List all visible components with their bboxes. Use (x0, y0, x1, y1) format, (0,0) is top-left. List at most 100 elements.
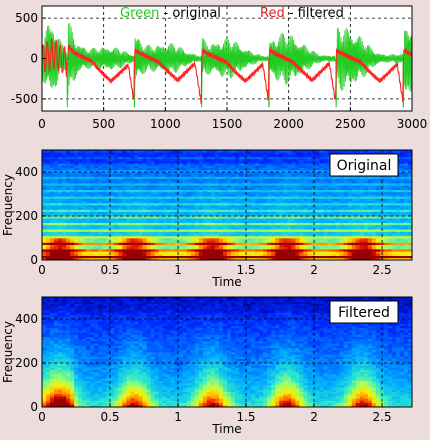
heatmap-cell (227, 249, 232, 252)
heatmap-cell (98, 235, 103, 239)
heatmap-cell (174, 191, 180, 195)
heatmap-cell (367, 183, 373, 186)
heatmap-cell (74, 196, 79, 199)
heatmap-cell (387, 242, 393, 245)
heatmap-cell (198, 251, 204, 254)
heatmap-cell (130, 257, 135, 261)
heatmap-cell (315, 229, 320, 232)
heatmap-cell (210, 161, 216, 164)
heatmap-cell (150, 238, 156, 241)
heatmap-cell (206, 207, 212, 210)
heatmap-cell (363, 216, 369, 219)
heatmap-cell (287, 161, 292, 164)
heatmap-cell (359, 235, 365, 239)
heatmap-cell (214, 152, 220, 155)
heatmap-cell (359, 198, 365, 201)
heatmap-cell (106, 211, 111, 215)
heatmap-cell (194, 200, 200, 204)
heatmap-cell (210, 165, 216, 168)
heatmap-cell (170, 209, 176, 212)
heatmap-cell (50, 156, 55, 160)
heatmap-cell (295, 152, 300, 155)
heatmap-cell (78, 161, 83, 164)
heatmap-cell (142, 229, 147, 232)
heatmap-cell (82, 249, 87, 252)
heatmap-cell (110, 242, 115, 245)
heatmap-cell (222, 255, 228, 259)
heatmap-cell (299, 213, 304, 217)
heatmap-cell (307, 220, 312, 223)
heatmap-cell (255, 194, 260, 197)
heatmap-cell (375, 200, 381, 204)
heatmap-cell (291, 222, 296, 226)
heatmap-cell (383, 183, 389, 186)
heatmap-cell (142, 251, 147, 254)
heatmap-cell (58, 211, 63, 215)
heatmap-cell (166, 244, 172, 248)
heatmap-cell (299, 169, 304, 173)
heatmap-cell (218, 189, 224, 193)
heatmap-cell (319, 158, 324, 162)
heatmap-cell (182, 207, 188, 210)
heatmap-cell (130, 183, 135, 186)
heatmap-cell (198, 242, 204, 245)
heatmap-cell (375, 253, 381, 256)
heatmap-cell (50, 183, 55, 186)
heatmap-cell (58, 218, 63, 221)
heatmap-cell (218, 202, 224, 206)
heatmap-cell (343, 198, 349, 201)
heatmap-cell (214, 191, 220, 195)
heatmap-cell (118, 218, 123, 221)
heatmap-cell (363, 185, 369, 188)
heatmap-cell (182, 194, 188, 197)
heatmap-cell (323, 231, 328, 234)
heatmap-cell (283, 255, 288, 259)
heatmap-cell (299, 218, 304, 221)
heatmap-cell (291, 183, 296, 186)
heatmap-cell (271, 242, 276, 245)
x-tick-label: 2 (310, 263, 318, 277)
heatmap-cell (122, 251, 127, 254)
heatmap-cell (106, 235, 111, 239)
heatmap-cell (319, 244, 324, 248)
heatmap-cell (66, 154, 71, 157)
heatmap-cell (323, 191, 328, 195)
heatmap-cell (106, 224, 111, 228)
heatmap-cell (271, 249, 276, 252)
heatmap-cell (130, 202, 135, 206)
heatmap-cell (267, 246, 272, 250)
heatmap-cell (307, 246, 312, 250)
heatmap-cell (339, 229, 345, 232)
heatmap-cell (355, 224, 361, 228)
heatmap-cell (227, 194, 232, 197)
heatmap-cell (279, 185, 284, 188)
heatmap-cell (146, 194, 151, 197)
heatmap-cell (174, 229, 180, 232)
heatmap-cell (283, 246, 288, 250)
heatmap-cell (251, 161, 256, 164)
heatmap-cell (158, 231, 164, 234)
heatmap-cell (146, 246, 151, 250)
heatmap-cell (42, 246, 47, 250)
heatmap-cell (287, 249, 292, 252)
heatmap-cell (126, 253, 131, 256)
legend-filtered: Red - filtered (260, 6, 344, 21)
heatmap-cell (86, 165, 91, 168)
heatmap-cell (307, 238, 312, 241)
heatmap-cell (142, 227, 147, 230)
heatmap-cell (247, 216, 252, 219)
heatmap-cell (150, 231, 156, 234)
heatmap-cell (335, 218, 341, 221)
heatmap-cell (315, 238, 320, 241)
heatmap-cell (110, 191, 115, 195)
heatmap-cell (363, 229, 369, 232)
heatmap-cell (371, 240, 377, 243)
heatmap-cell (363, 196, 369, 199)
heatmap-cell (359, 202, 365, 206)
heatmap-cell (227, 242, 232, 245)
heatmap-cell (359, 189, 365, 193)
heatmap-cell (194, 167, 200, 171)
heatmap-cell (70, 158, 75, 162)
heatmap-cell (291, 202, 296, 206)
heatmap-cell (182, 246, 188, 250)
